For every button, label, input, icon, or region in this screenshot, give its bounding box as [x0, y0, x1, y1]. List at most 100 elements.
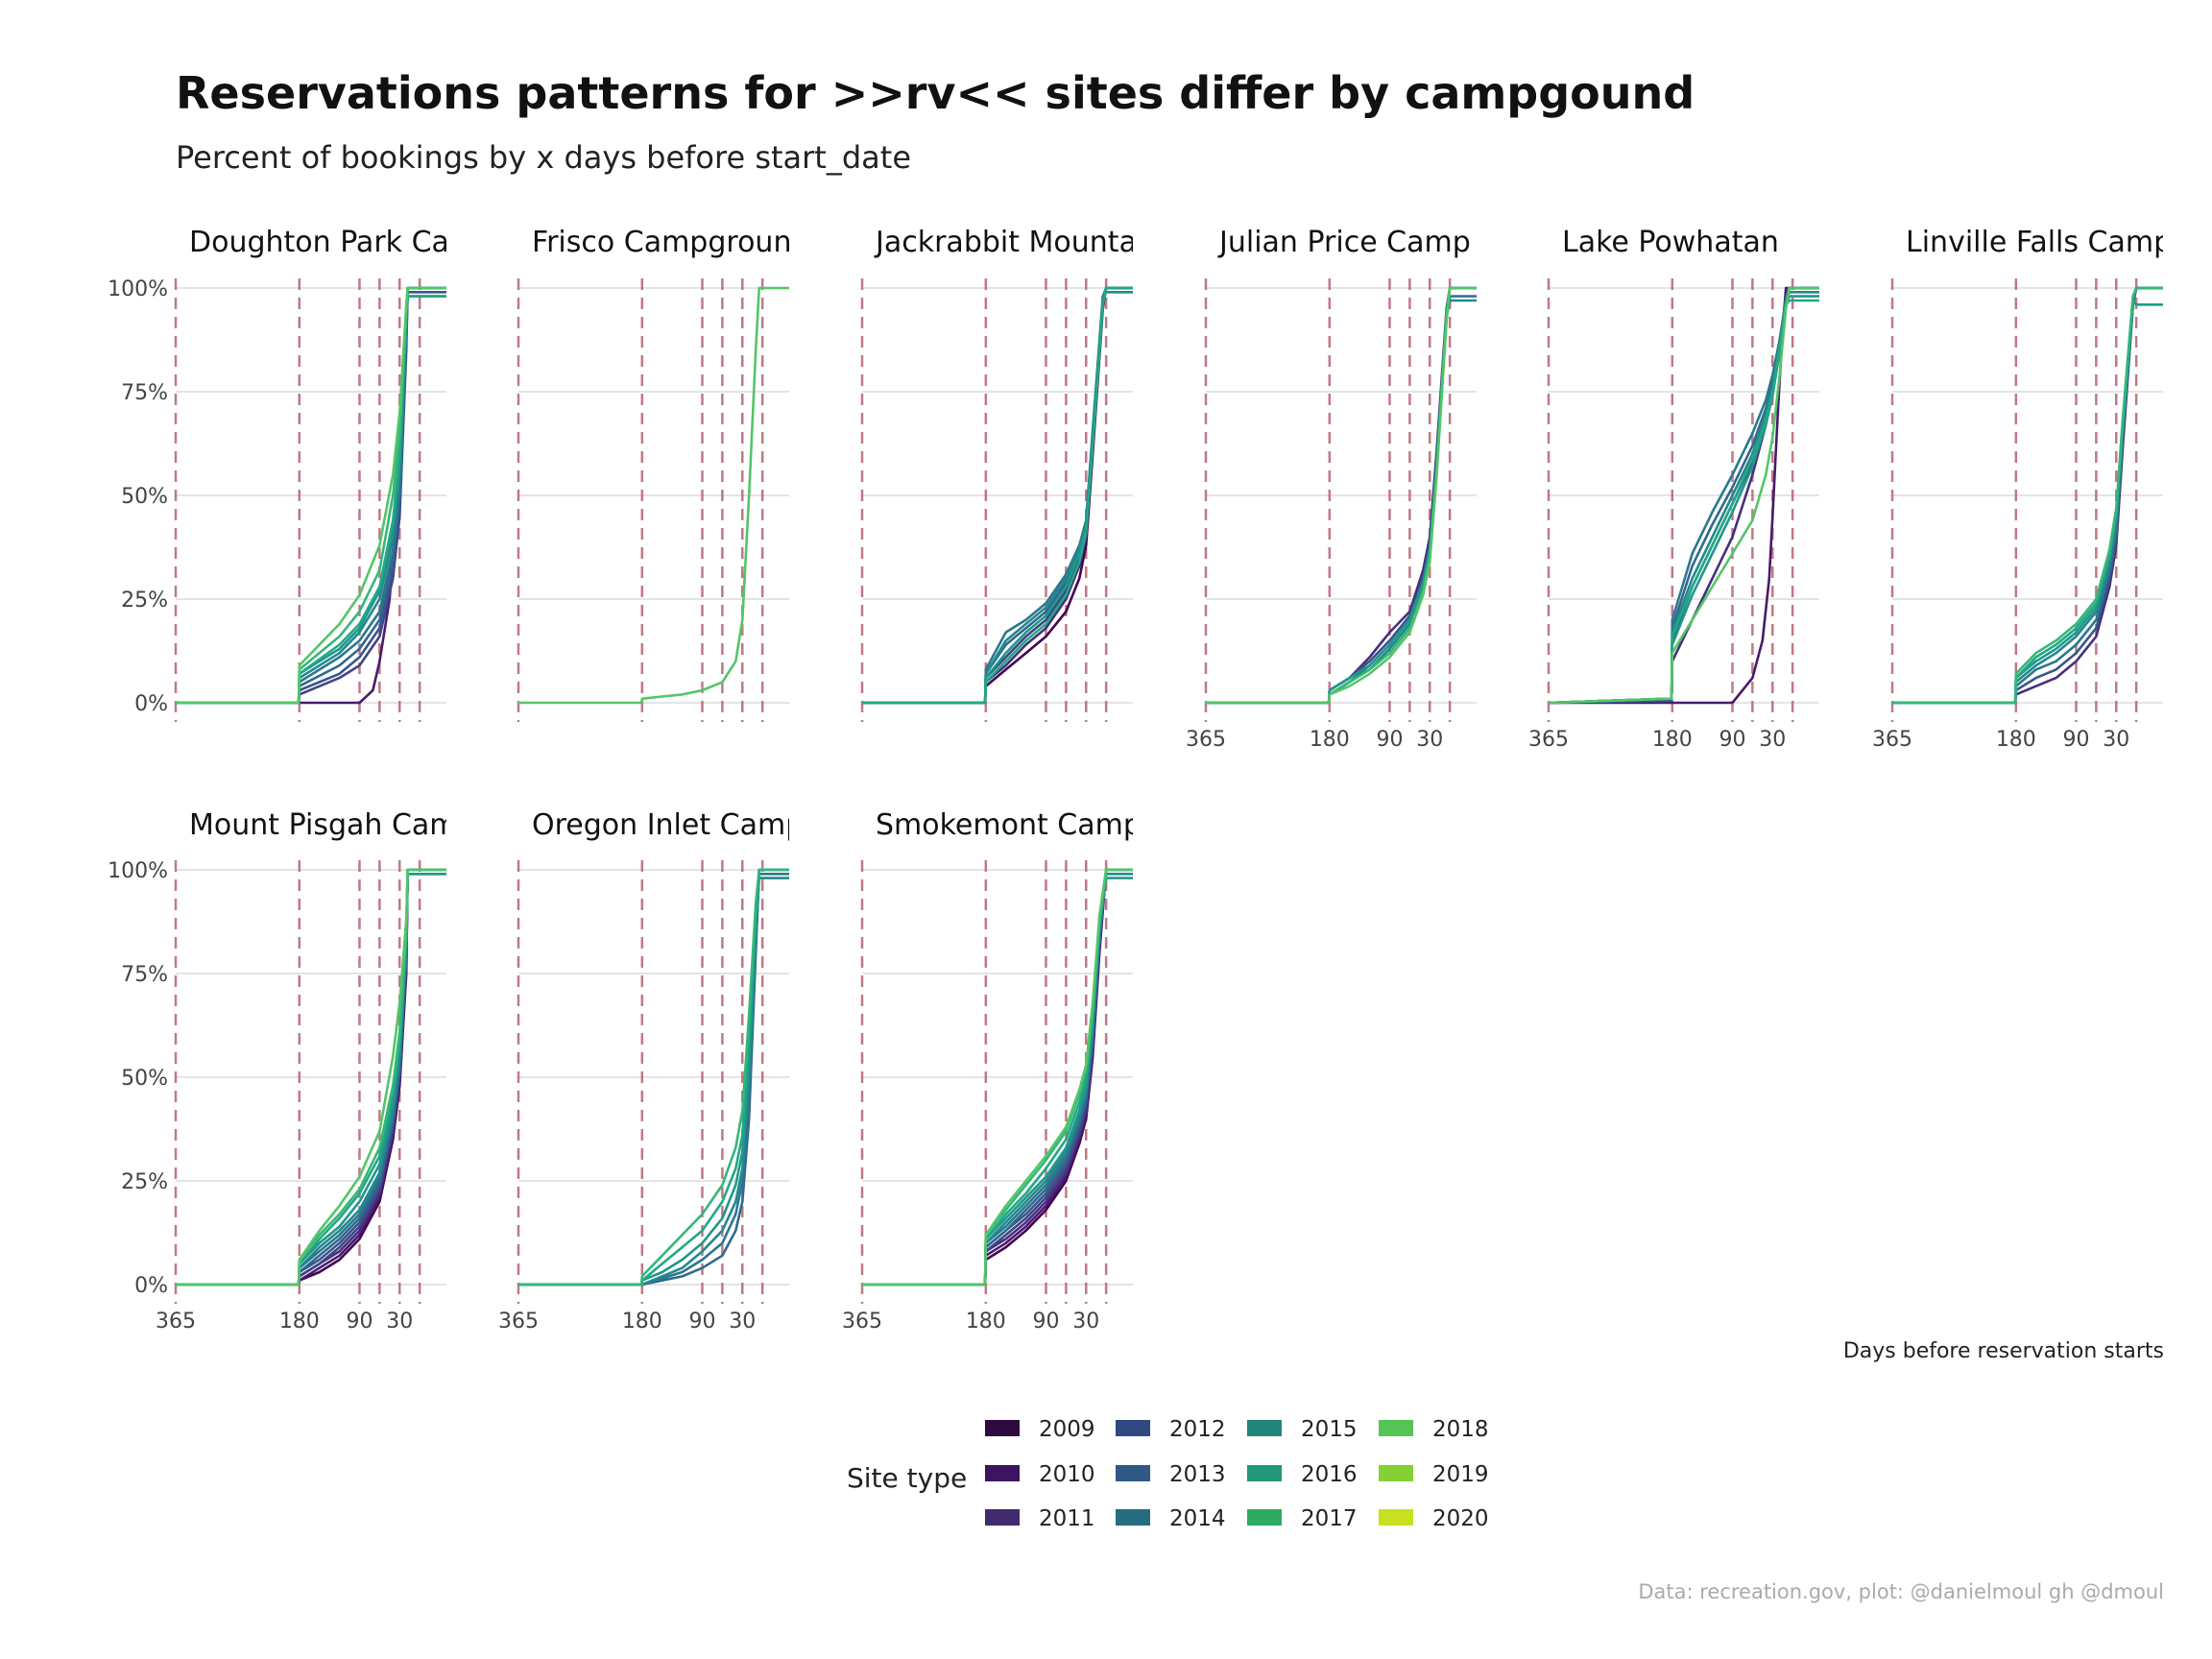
- legend-label: 2018: [1432, 1417, 1489, 1442]
- facet-title-linville-falls-camp: Linville Falls Camp: [1906, 226, 2172, 259]
- chart-subtitle: Percent of bookings by x days before sta…: [176, 139, 911, 176]
- x-tick-label: 365: [498, 1310, 539, 1334]
- legend-label: 2009: [1039, 1417, 1095, 1442]
- x-tick-label: 90: [2062, 728, 2089, 752]
- y-tick-label: 100%: [108, 277, 168, 301]
- panel-frisco-campgroun: Frisco Campgroun: [517, 226, 791, 722]
- y-tick-label: 50%: [121, 1067, 168, 1091]
- legend-label: 2010: [1039, 1462, 1095, 1487]
- facet-title-lake-powhatan: Lake Powhatan: [1562, 226, 1779, 259]
- series-line-2020: [176, 286, 446, 705]
- y-tick-label: 50%: [121, 485, 168, 509]
- series-line-2016: [1549, 291, 1819, 705]
- series-line-2020: [518, 286, 789, 705]
- x-tick-label: 30: [1416, 728, 1443, 752]
- legend-swatch: [985, 1420, 1020, 1436]
- legend-swatch: [1116, 1420, 1150, 1436]
- x-tick-label: 30: [2103, 728, 2129, 752]
- panel-oregon-inlet-camp: Oregon Inlet Camp 365 180 90 30: [498, 808, 804, 1334]
- legend-item-2012: 2012: [1116, 1417, 1226, 1442]
- x-tick-label: 365: [1186, 728, 1226, 752]
- legend-item-2013: 2013: [1116, 1462, 1226, 1487]
- x-tick-label: 30: [386, 1310, 413, 1334]
- x-tick-label: 90: [688, 1310, 715, 1334]
- panel-julian-price-camp: Julian Price Camp 365 180 90 30: [1186, 226, 1477, 752]
- legend-item-2016: 2016: [1247, 1462, 1358, 1487]
- legend-label: 2014: [1169, 1506, 1226, 1531]
- legend-item-2010: 2010: [985, 1462, 1095, 1487]
- caption: Data: recreation.gov, plot: @danielmoul …: [1638, 1580, 2164, 1603]
- facet-title-mount-pisgah-cam: Mount Pisgah Cam: [189, 808, 458, 842]
- x-tick-label: 180: [1996, 728, 2036, 752]
- legend-swatch: [1116, 1509, 1150, 1526]
- legend-item-2017: 2017: [1247, 1506, 1358, 1531]
- y-tick-label: 75%: [121, 963, 168, 987]
- legend-item-2015: 2015: [1247, 1417, 1358, 1442]
- legend-swatch: [1379, 1509, 1413, 1526]
- panel-lake-powhatan: Lake Powhatan 365 180 90 30: [1528, 226, 1819, 752]
- panel-doughton-park-ca: Doughton Park Ca 0% 25% 50% 75% 100%: [108, 226, 449, 722]
- legend-item-2009: 2009: [985, 1417, 1095, 1442]
- panel-linville-falls-camp: Linville Falls Camp 365 180 90 30: [1872, 226, 2172, 752]
- panel-smokemont-camp: Smokemont Camp 365 180 90 30: [842, 808, 1142, 1334]
- facet-title-julian-price-camp: Julian Price Camp: [1217, 226, 1471, 259]
- x-tick-label: 90: [1032, 1310, 1059, 1334]
- x-tick-label: 30: [729, 1310, 756, 1334]
- legend-item-2019: 2019: [1379, 1462, 1489, 1487]
- legend-label: 2020: [1432, 1506, 1489, 1531]
- x-tick-label: 30: [1759, 728, 1786, 752]
- x-tick-label: 180: [1310, 728, 1350, 752]
- legend-item-2011: 2011: [985, 1506, 1095, 1531]
- legend-swatch: [1247, 1509, 1282, 1526]
- legend-swatch: [1247, 1465, 1282, 1481]
- series-line-2020: [1206, 286, 1477, 705]
- x-axis-label: Days before reservation starts: [1843, 1339, 2164, 1363]
- legend-swatch: [1379, 1420, 1413, 1436]
- series-line-2019: [1892, 286, 2163, 705]
- x-tick-label: 90: [1376, 728, 1403, 752]
- panel-mount-pisgah-cam: Mount Pisgah Cam 0% 25% 50% 75% 100% 365 180 90 3…: [108, 808, 458, 1334]
- legend-swatch: [1116, 1465, 1150, 1481]
- facet-panels: Doughton Park Ca 0% 25% 50% 75% 100% Frisco Ca…: [108, 226, 2172, 1334]
- x-tick-label: 90: [346, 1310, 373, 1334]
- legend-item-2020: 2020: [1379, 1506, 1489, 1531]
- facet-title-frisco-campgroun: Frisco Campgroun: [532, 226, 791, 259]
- x-tick-label: 365: [1528, 728, 1569, 752]
- chart-title: Reservations patterns for >>rv<< sites d…: [176, 67, 1695, 119]
- legend-label: 2016: [1301, 1462, 1358, 1487]
- series-line-2019: [518, 868, 789, 1286]
- y-tick-label: 100%: [108, 859, 168, 883]
- legend-item-2014: 2014: [1116, 1506, 1226, 1531]
- y-tick-label: 25%: [121, 589, 168, 613]
- series-line-2017: [1892, 299, 2163, 705]
- facet-title-doughton-park-ca: Doughton Park Ca: [189, 226, 449, 259]
- series-line-2020: [862, 868, 1133, 1286]
- legend-label: 2013: [1169, 1462, 1226, 1487]
- legend-label: 2015: [1301, 1417, 1358, 1442]
- legend-label: 2011: [1039, 1506, 1095, 1531]
- legend-swatch: [1379, 1465, 1413, 1481]
- legend-swatch: [1247, 1420, 1282, 1436]
- legend-swatch: [985, 1509, 1020, 1526]
- series-line-2015: [862, 286, 1133, 705]
- x-tick-label: 90: [1719, 728, 1745, 752]
- legend-swatch: [985, 1465, 1020, 1481]
- y-tick-label: 75%: [121, 381, 168, 405]
- x-tick-label: 365: [1872, 728, 1912, 752]
- facet-title-oregon-inlet-camp: Oregon Inlet Camp: [532, 808, 804, 842]
- x-tick-label: 30: [1072, 1310, 1099, 1334]
- x-tick-label: 365: [842, 1310, 882, 1334]
- panel-jackrabbit-mounta: Jackrabbit Mounta: [860, 226, 1133, 722]
- series-line-2016: [862, 291, 1133, 705]
- x-tick-label: 180: [279, 1310, 320, 1334]
- series-line-2018: [1549, 299, 1819, 705]
- legend-title: Site type: [847, 1462, 967, 1494]
- y-tick-label: 0%: [134, 1274, 168, 1298]
- legend-label: 2012: [1169, 1417, 1226, 1442]
- y-tick-label: 25%: [121, 1170, 168, 1194]
- series-line-2020: [176, 868, 446, 1286]
- legend-label: 2019: [1432, 1462, 1489, 1487]
- x-tick-label: 180: [966, 1310, 1006, 1334]
- facet-title-smokemont-camp: Smokemont Camp: [876, 808, 1142, 842]
